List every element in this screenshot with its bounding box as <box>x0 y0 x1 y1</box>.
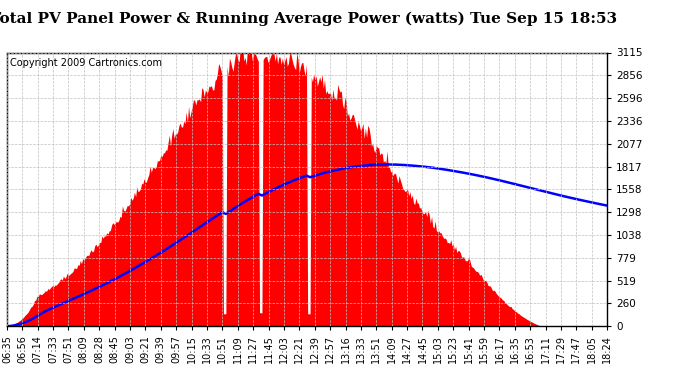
Text: Copyright 2009 Cartronics.com: Copyright 2009 Cartronics.com <box>10 58 162 68</box>
Text: Total PV Panel Power & Running Average Power (watts) Tue Sep 15 18:53: Total PV Panel Power & Running Average P… <box>0 11 617 26</box>
